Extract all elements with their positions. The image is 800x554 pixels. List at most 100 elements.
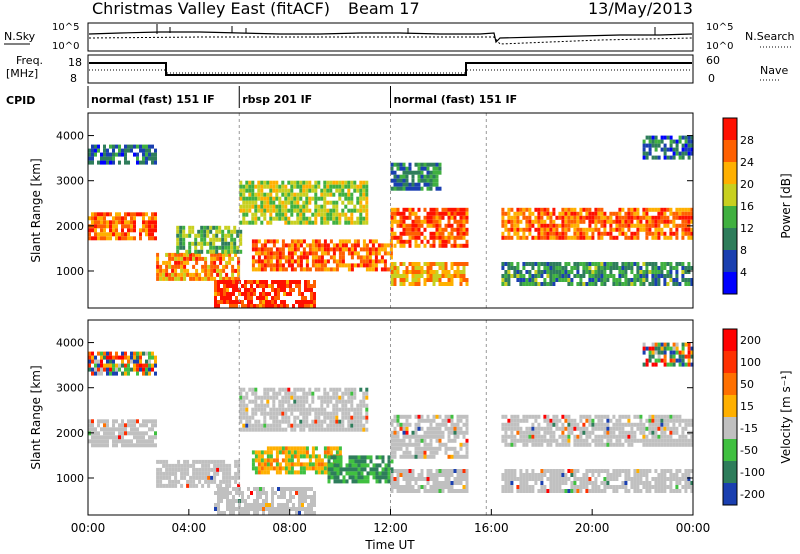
echo-cell [531, 274, 535, 278]
echo-cell [88, 160, 91, 165]
echo-cell [441, 473, 445, 477]
echo-cell [570, 422, 574, 427]
echo-cell [381, 467, 385, 472]
echo-cell [663, 473, 667, 477]
echo-cell [314, 180, 318, 185]
echo-cell [564, 266, 568, 270]
echo-cell [278, 419, 282, 424]
echo-cell [510, 430, 514, 435]
echo-cell [217, 280, 220, 284]
echo-cell [109, 363, 112, 368]
echo-cell [239, 204, 243, 209]
echo-cell [648, 135, 652, 140]
echo-cell [145, 419, 148, 424]
echo-cell [341, 208, 345, 213]
echo-cell [453, 215, 457, 220]
echo-cell [435, 473, 439, 477]
echo-cell [432, 182, 436, 187]
colorbar-swatch [723, 461, 737, 483]
echo-cell [371, 251, 375, 256]
echo-cell [278, 263, 282, 268]
echo-cell [393, 477, 397, 481]
echo-cell [669, 135, 673, 140]
echo-cell [651, 155, 655, 160]
echo-cell [338, 259, 342, 264]
echo-cell [531, 438, 535, 443]
echo-cell [225, 276, 229, 281]
echo-cell [156, 256, 160, 261]
echo-cell [549, 430, 553, 435]
echo-cell [317, 458, 321, 463]
echo-cell [305, 259, 309, 264]
echo-cell [414, 262, 418, 266]
echo-cell [432, 219, 436, 224]
echo-cell [148, 156, 151, 161]
echo-cell [244, 304, 247, 308]
echo-cell [374, 239, 378, 244]
echo-cell [405, 223, 409, 228]
echo-cell [534, 481, 538, 485]
echo-cell [115, 220, 118, 225]
echo-cell [582, 231, 586, 236]
echo-cell [570, 469, 574, 473]
colorbar-swatch [723, 228, 737, 250]
echo-cell [239, 419, 243, 424]
echo-cell [118, 363, 121, 368]
echo-cell [353, 387, 357, 392]
echo-cell [639, 227, 643, 232]
echo-cell [447, 446, 451, 451]
echo-cell [600, 270, 604, 274]
echo-cell [462, 227, 466, 232]
echo-cell [286, 507, 289, 511]
echo-cell [537, 211, 541, 216]
echo-cell [308, 208, 312, 213]
echo-cell [260, 411, 264, 416]
echo-cell [429, 262, 433, 266]
echo-cell [435, 211, 439, 216]
echo-cell [567, 430, 571, 435]
echo-cell [183, 471, 187, 476]
echo-cell [510, 266, 514, 270]
echo-cell [287, 454, 291, 459]
echo-cell [408, 227, 412, 232]
echo-cell [615, 282, 619, 286]
echo-cell [235, 507, 238, 511]
echo-cell [192, 459, 196, 464]
echo-cell [133, 228, 136, 233]
echo-cell [326, 247, 330, 252]
echo-cell [681, 434, 685, 439]
echo-cell [130, 144, 133, 149]
echo-cell [390, 467, 394, 472]
echo-cell [408, 166, 412, 171]
echo-cell [239, 249, 243, 254]
echo-cell [344, 212, 348, 217]
echo-cell [504, 473, 508, 477]
echo-cell [687, 358, 691, 363]
echo-cell [339, 467, 343, 472]
echo-cell [176, 225, 180, 230]
echo-cell [353, 239, 357, 244]
echo-cell [636, 266, 640, 270]
echo-cell [278, 446, 282, 451]
echo-cell [525, 414, 529, 419]
echo-cell [244, 511, 247, 515]
echo-cell [260, 263, 264, 268]
echo-cell [347, 407, 351, 412]
echo-cell [438, 211, 442, 216]
echo-cell [435, 481, 439, 485]
echo-cell [389, 251, 393, 256]
echo-cell [453, 430, 457, 435]
echo-cell [507, 481, 511, 485]
echo-cell [151, 236, 154, 241]
echo-cell [344, 415, 348, 420]
echo-cell [317, 239, 321, 244]
echo-cell [209, 245, 213, 250]
echo-cell [360, 455, 364, 460]
echo-cell [253, 487, 256, 491]
echo-cell [633, 438, 637, 443]
echo-cell [600, 207, 604, 212]
echo-cell [245, 220, 249, 225]
echo-cell [561, 477, 565, 481]
echo-cell [274, 288, 277, 292]
echo-cell [293, 208, 297, 213]
